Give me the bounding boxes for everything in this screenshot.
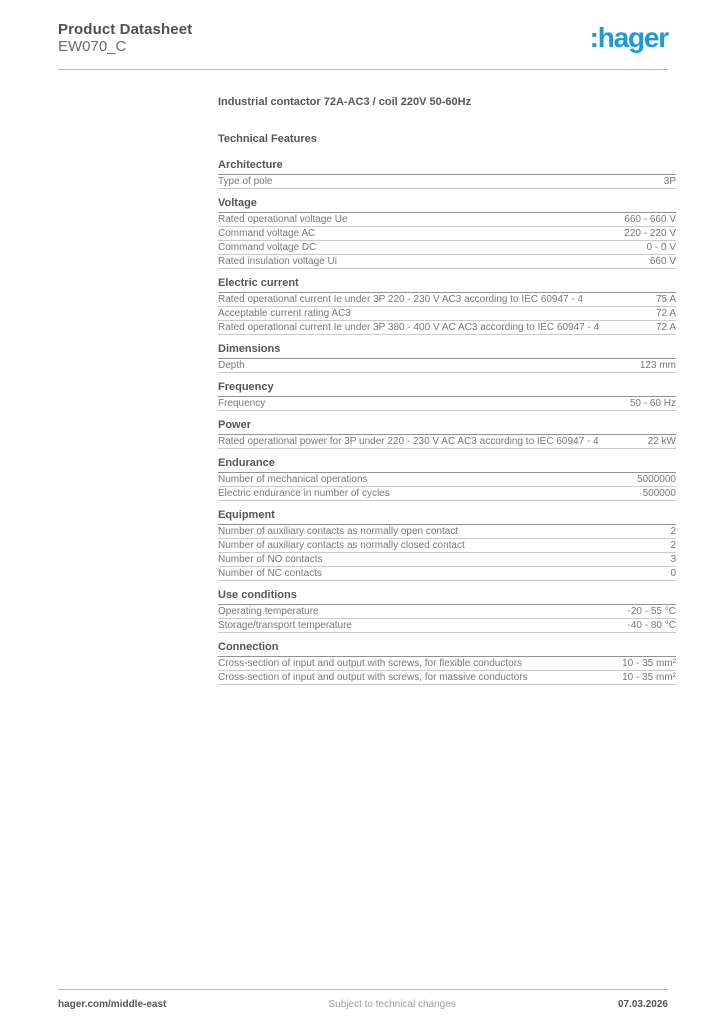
spec-label: Rated operational current Ie under 3P 22… [218, 294, 584, 305]
spec-label: Rated insulation voltage Ui [218, 256, 337, 267]
spec-label: Number of mechanical operations [218, 474, 368, 485]
table-row: Type of pole 3P [218, 175, 676, 189]
spec-label: Electric endurance in number of cycles [218, 488, 390, 499]
spec-label: Number of NO contacts [218, 554, 323, 565]
spec-value: -20 - 55 °C [627, 606, 676, 617]
section-title: Power [218, 419, 676, 435]
spec-label: Command voltage AC [218, 228, 316, 239]
section-title: Electric current [218, 277, 676, 293]
spec-section: Architecture Type of pole 3P [218, 159, 676, 189]
table-row: Number of NO contacts 3 [218, 553, 676, 567]
footer-row: hager.com/middle-east Subject to technic… [58, 999, 668, 1010]
spec-value: 72 A [655, 308, 676, 319]
table-row: Rated operational current Ie under 3P 38… [218, 321, 676, 335]
spec-label: Rated operational current Ie under 3P 38… [218, 322, 600, 333]
table-row: Cross-section of input and output with s… [218, 657, 676, 671]
spec-label: Number of auxiliary contacts as normally… [218, 540, 465, 551]
spec-section: Frequency Frequency 50 - 60 Hz [218, 381, 676, 411]
section-title: Voltage [218, 197, 676, 213]
table-row: Rated operational current Ie under 3P 22… [218, 293, 676, 307]
spec-value: 123 mm [639, 360, 676, 371]
section-title: Dimensions [218, 343, 676, 359]
section-title: Connection [218, 641, 676, 657]
product-code: EW070_C [58, 38, 127, 55]
table-row: Number of mechanical operations 5000000 [218, 473, 676, 487]
spec-label: Cross-section of input and output with s… [218, 658, 523, 669]
page-footer: hager.com/middle-east Subject to technic… [58, 989, 668, 1010]
section-title: Frequency [218, 381, 676, 397]
spec-value: 22 kW [647, 436, 676, 447]
hager-logo: :hager [589, 22, 670, 53]
spec-value: 220 - 220 V [624, 228, 676, 239]
spec-section: Voltage Rated operational voltage Ue 660 -… [218, 197, 676, 269]
spec-label: Command voltage DC [218, 242, 317, 253]
section-title: Equipment [218, 509, 676, 525]
section-title: Architecture [218, 159, 676, 175]
spec-section: Equipment Number of auxiliary contacts as… [218, 509, 676, 581]
table-row: Frequency 50 - 60 Hz [218, 397, 676, 411]
footer-disclaimer: Subject to technical changes [328, 999, 456, 1010]
spec-label: Type of pole [218, 176, 273, 187]
spec-label: Storage/transport temperature [218, 620, 352, 631]
page-header: Product Datasheet EW070_C :hager [0, 0, 724, 55]
spec-value: 2 [670, 540, 676, 551]
spec-section: Electric current Rated operational curren… [218, 277, 676, 335]
table-row: Command voltage DC 0 - 0 V [218, 241, 676, 255]
spec-value: 3P [663, 176, 676, 187]
spec-value: 75 A [655, 294, 676, 305]
spec-sections: Architecture Type of pole 3P Voltage Rated o… [218, 159, 676, 685]
spec-value: 10 - 35 mm² [622, 658, 676, 669]
table-row: Number of auxiliary contacts as normally… [218, 525, 676, 539]
table-row: Rated operational voltage Ue 660 - 660 V [218, 213, 676, 227]
spec-label: Number of auxiliary contacts as normally… [218, 526, 459, 537]
table-row: Number of NC contacts 0 [218, 567, 676, 581]
datasheet-body: Industrial contactor 72A-AC3 / coil 220V… [218, 96, 676, 685]
table-row: Electric endurance in number of cycles 50… [218, 487, 676, 501]
spec-value: 0 [670, 568, 676, 579]
spec-section: Connection Cross-section of input and out… [218, 641, 676, 685]
table-row: Rated operational power for 3P under 220… [218, 435, 676, 449]
spec-value: 3 [670, 554, 676, 565]
section-title: Endurance [218, 457, 676, 473]
spec-label: Acceptable current rating AC3 [218, 308, 351, 319]
footer-date: 07.03.2026 [617, 999, 668, 1010]
document-title: Product Datasheet [58, 21, 193, 38]
product-description-title: Industrial contactor 72A-AC3 / coil 220V… [218, 96, 472, 108]
footer-divider [58, 989, 668, 990]
spec-label: Number of NC contacts [218, 568, 322, 579]
table-row: Rated insulation voltage Ui 660 V [218, 255, 676, 269]
spec-value: 660 V [649, 256, 676, 267]
spec-label: Rated operational voltage Ue [218, 214, 348, 225]
table-row: Cross-section of input and output with s… [218, 671, 676, 685]
spec-label: Operating temperature [218, 606, 319, 617]
spec-value: -40 - 80 °C [627, 620, 676, 631]
table-row: Number of auxiliary contacts as normally… [218, 539, 676, 553]
spec-section: Dimensions Depth 123 mm [218, 343, 676, 373]
spec-value: 660 - 660 V [624, 214, 676, 225]
table-row: Command voltage AC 220 - 220 V [218, 227, 676, 241]
table-row: Operating temperature -20 - 55 °C [218, 605, 676, 619]
spec-value: 10 - 35 mm² [622, 672, 676, 683]
spec-value: 50 - 60 Hz [629, 398, 676, 409]
spec-label: Rated operational power for 3P under 220… [218, 436, 599, 447]
spec-section: Endurance Number of mechanical operations… [218, 457, 676, 501]
spec-value: 72 A [655, 322, 676, 333]
table-row: Depth 123 mm [218, 359, 676, 373]
header-text-block: Product Datasheet EW070_C [58, 21, 192, 55]
spec-section: Power Rated operational power for 3P unde… [218, 419, 676, 449]
spec-value: 0 - 0 V [646, 242, 676, 253]
table-row: Acceptable current rating AC3 72 A [218, 307, 676, 321]
footer-website-link[interactable]: hager.com/middle-east [58, 999, 167, 1010]
spec-value: 500000 [642, 488, 676, 499]
spec-label: Frequency [218, 398, 266, 409]
spec-section: Use conditions Operating temperature -20 -… [218, 589, 676, 633]
section-title: Use conditions [218, 589, 676, 605]
spec-value: 5000000 [637, 474, 676, 485]
spec-value: 2 [670, 526, 676, 537]
spec-label: Depth [218, 360, 245, 371]
header-divider [58, 69, 668, 70]
technical-features-heading: Technical Features [218, 133, 317, 145]
spec-label: Cross-section of input and output with s… [218, 672, 528, 683]
table-row: Storage/transport temperature -40 - 80 °C [218, 619, 676, 633]
